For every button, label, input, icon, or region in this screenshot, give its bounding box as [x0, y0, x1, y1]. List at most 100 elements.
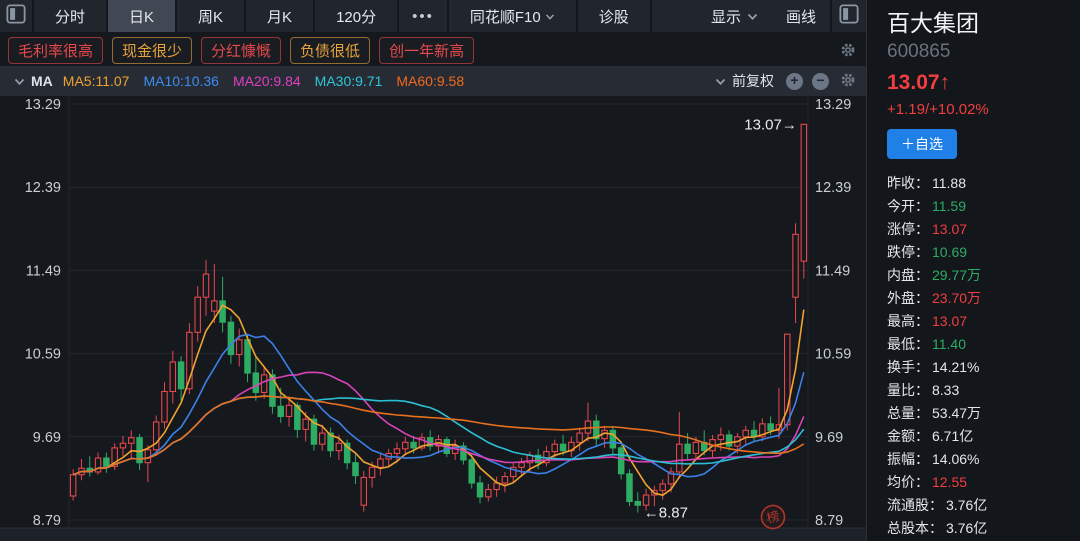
tag-one-year-new-high[interactable]: 创一年新高	[379, 36, 475, 64]
tab-diagnose[interactable]: 诊股	[578, 0, 652, 32]
quote-stat-row: 总股本： 3.76亿	[887, 517, 1080, 540]
fundamental-tags-bar: 毛利率很高 现金很少 分红慷慨 负债很低 创一年新高	[0, 34, 866, 66]
y-axis-label-left: 11.49	[26, 263, 61, 279]
panel-layout-icon	[6, 3, 26, 29]
display-menu-label: 显示	[710, 8, 741, 26]
quote-stat-row: 量比： 8.33	[887, 379, 1080, 402]
tab-minute[interactable]: 分时	[34, 0, 109, 32]
tag-cash-low[interactable]: 现金很少	[112, 36, 193, 64]
tag-gross-margin-high[interactable]: 毛利率很高	[8, 36, 104, 64]
y-axis-label-right: 13.29	[815, 97, 851, 113]
quote-stat-row: 今开： 11.59	[887, 195, 1080, 218]
tab-daily-k[interactable]: 日K	[108, 0, 178, 32]
toolbar-right: 显示 画线	[697, 0, 866, 32]
gear-icon	[840, 73, 856, 91]
tab-monthly-k[interactable]: 月K	[246, 0, 316, 32]
layout-toggle-left-button[interactable]	[0, 0, 34, 32]
stat-label: 最低：	[887, 336, 929, 352]
tab-weekly-k[interactable]: 周K	[177, 0, 247, 32]
stat-value: 11.88	[932, 175, 966, 191]
quote-stat-row: 流通股： 3.76亿	[887, 494, 1080, 517]
stat-label: 跌停：	[887, 244, 929, 260]
stat-label: 今开：	[887, 198, 929, 214]
stat-value: 14.06%	[932, 451, 980, 467]
y-axis-label-right: 11.49	[815, 263, 850, 279]
stat-value: 3.76亿	[946, 520, 988, 536]
chevron-down-icon	[715, 73, 726, 89]
y-axis-label-right: 8.79	[815, 513, 843, 529]
stat-label: 最高：	[887, 313, 929, 329]
stat-label: 金额：	[887, 428, 929, 444]
toolbar-spacer	[652, 0, 697, 32]
quote-stat-row: 跌停： 10.69	[887, 241, 1080, 264]
quote-stat-row: 外盘： 23.70万	[887, 287, 1080, 310]
ma-line-10	[72, 333, 805, 478]
ma-value-label: MA10:10.36	[143, 73, 219, 89]
stat-label: 内盘：	[887, 267, 929, 283]
low-price-annotation: ←8.87	[644, 505, 688, 522]
ma-values: MA5:11.07 MA10:10.36 MA20:9.84 MA30:9.71 MA6…	[63, 73, 478, 89]
indicator-bar: MA MA5:11.07 MA10:10.36 MA20:9.84 MA30:9.71…	[0, 66, 866, 96]
indicator-settings-button[interactable]	[840, 72, 856, 91]
stat-value: 11.59	[932, 198, 966, 214]
stat-value: 53.47万	[932, 405, 982, 421]
adjust-mode-dropdown[interactable]: 前复权	[711, 71, 786, 91]
chevron-down-icon	[545, 8, 555, 25]
stat-value: 6.71亿	[932, 428, 974, 444]
stat-label: 总股本：	[887, 520, 943, 536]
quote-stat-row: 振幅： 14.06%	[887, 448, 1080, 471]
y-axis-label-left: 9.69	[33, 430, 61, 446]
kline-chart[interactable]: 13.29 13.29 12.39 12.39 11.49 11.49 10.59 10.59…	[0, 96, 866, 541]
stat-value: 23.70万	[932, 290, 982, 306]
collapse-indicator-icon[interactable]	[14, 73, 25, 89]
zoom-in-button[interactable]: +	[786, 72, 803, 90]
display-menu-button[interactable]: 显示	[697, 0, 772, 32]
quote-stat-row: 内盘： 29.77万	[887, 264, 1080, 287]
stat-label: 流通股：	[887, 497, 943, 513]
stat-label: 总量：	[887, 405, 929, 421]
y-axis-label-right: 12.39	[815, 180, 851, 196]
stat-label: 外盘：	[887, 290, 929, 306]
stat-label: 昨收：	[887, 175, 929, 191]
stat-label: 涨停：	[887, 221, 929, 237]
quote-stat-row: 金额： 6.71亿	[887, 425, 1080, 448]
chevron-down-icon	[747, 8, 758, 25]
ma-line-60	[72, 395, 805, 476]
tag-dividend-generous[interactable]: 分红慷慨	[201, 36, 282, 64]
stat-value: 14.21%	[932, 359, 980, 375]
stat-value: 10.69	[932, 244, 968, 260]
period-tabs: 分时 日K 周K 月K 120分 ••• 同花顺F10 诊股	[34, 0, 652, 32]
draw-line-label: 画线	[785, 8, 816, 26]
stock-name: 百大集团	[887, 10, 979, 36]
tag-debt-low[interactable]: 负债很低	[290, 36, 371, 64]
tags-settings-button[interactable]	[840, 42, 856, 63]
draw-line-button[interactable]: 画线	[772, 0, 830, 32]
last-price: 13.07↑	[887, 71, 951, 94]
tab-120min[interactable]: 120分	[315, 0, 400, 32]
panel-layout-icon	[839, 3, 859, 29]
quote-stat-row: 昨收： 11.88	[887, 172, 1080, 195]
stat-value: 13.07	[932, 221, 968, 237]
layout-toggle-right-button[interactable]	[830, 0, 866, 32]
add-watchlist-button[interactable]: ＋自选	[887, 129, 957, 159]
svg-text:榜: 榜	[765, 508, 781, 526]
tab-ths-f10[interactable]: 同花顺F10	[449, 0, 578, 32]
high-price-annotation: 13.07→	[744, 116, 797, 133]
ma-value-label: MA60:9.58	[396, 73, 465, 89]
tab-more-periods[interactable]: •••	[399, 0, 449, 32]
price-change: +1.19/+10.02%	[887, 101, 989, 118]
quote-stat-row: 总量： 53.47万	[887, 402, 1080, 425]
stat-label: 量比：	[887, 382, 929, 398]
stat-label: 均价：	[887, 474, 929, 490]
y-axis-label-left: 13.29	[25, 97, 61, 113]
ma-line-5	[72, 304, 805, 497]
ranking-stamp-icon[interactable]: 榜	[759, 503, 787, 531]
zoom-out-button[interactable]: −	[812, 72, 829, 90]
quote-stat-row: 最低： 11.40	[887, 333, 1080, 356]
stat-value: 12.55	[932, 474, 968, 490]
quote-panel: 百大集团 600865 13.07↑ +1.19/+10.02% ＋自选 昨收：…	[866, 0, 1080, 541]
y-axis-label-left: 8.79	[33, 513, 61, 529]
quote-stat-row: 均价： 12.55	[887, 471, 1080, 494]
stat-label: 换手：	[887, 359, 929, 375]
y-axis-label-right: 9.69	[815, 430, 843, 446]
